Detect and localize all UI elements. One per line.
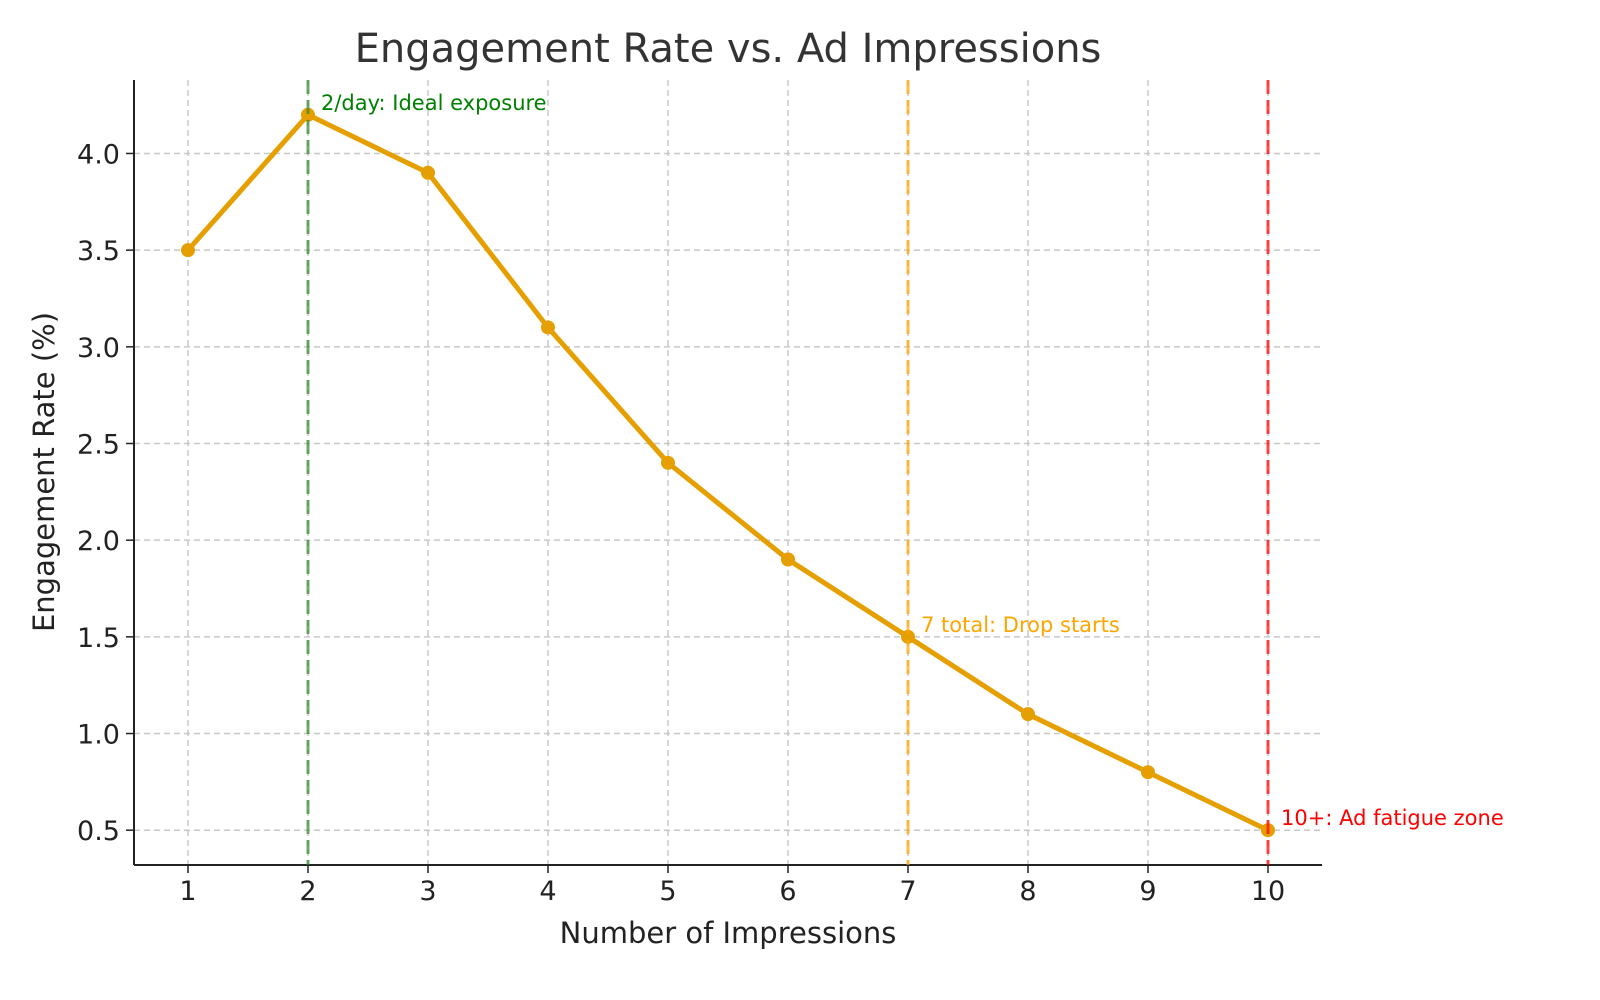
axes bbox=[133, 80, 1322, 866]
data-point bbox=[1141, 765, 1155, 780]
series bbox=[181, 107, 1275, 838]
x-tick-label: 10 bbox=[1251, 876, 1285, 907]
y-axis-label: Engagement Rate (%) bbox=[27, 312, 61, 632]
y-tick-label: 3.0 bbox=[77, 333, 120, 364]
data-point bbox=[781, 552, 795, 567]
x-tick-label: 2 bbox=[299, 876, 316, 907]
data-point bbox=[301, 107, 315, 122]
x-tick-label: 4 bbox=[539, 876, 556, 907]
y-tick-label: 1.5 bbox=[77, 623, 120, 654]
x-tick-label: 5 bbox=[659, 876, 676, 907]
data-point bbox=[901, 629, 915, 644]
grid bbox=[134, 80, 1322, 865]
annotation-label: 7 total: Drop starts bbox=[921, 613, 1120, 637]
y-tick-label: 2.5 bbox=[77, 429, 120, 460]
x-tick-label: 9 bbox=[1139, 876, 1156, 907]
x-tick-label: 7 bbox=[899, 876, 916, 907]
data-point bbox=[1021, 707, 1035, 722]
annotations: 2/day: Ideal exposure 7 total: Drop start… bbox=[321, 91, 1504, 830]
y-tick-label: 3.5 bbox=[77, 236, 120, 267]
y-tick-label: 0.5 bbox=[77, 816, 120, 847]
data-point bbox=[541, 320, 555, 335]
y-tick-label: 2.0 bbox=[77, 526, 120, 557]
data-point bbox=[181, 243, 195, 258]
x-tick-label: 3 bbox=[419, 876, 436, 907]
reference-lines bbox=[306, 80, 1270, 865]
data-point bbox=[421, 165, 435, 180]
chart-title: Engagement Rate vs. Ad Impressions bbox=[355, 26, 1102, 72]
annotation-label: 2/day: Ideal exposure bbox=[321, 91, 547, 115]
series-line bbox=[186, 112, 1270, 833]
annotation-label: 10+: Ad fatigue zone bbox=[1281, 806, 1504, 830]
y-tick-label: 1.0 bbox=[77, 720, 120, 751]
x-tick-label: 8 bbox=[1019, 876, 1036, 907]
y-tick-label: 4.0 bbox=[77, 139, 120, 170]
x-axis-label: Number of Impressions bbox=[560, 916, 897, 950]
x-tick-label: 6 bbox=[779, 876, 796, 907]
ticks: 1 2 3 4 5 6 7 8 9 10 0.5 1.0 1.5 2.0 2.5 3.0 3.5 4.0 bbox=[77, 139, 1285, 907]
x-tick-label: 1 bbox=[179, 876, 196, 907]
data-point bbox=[661, 455, 675, 470]
